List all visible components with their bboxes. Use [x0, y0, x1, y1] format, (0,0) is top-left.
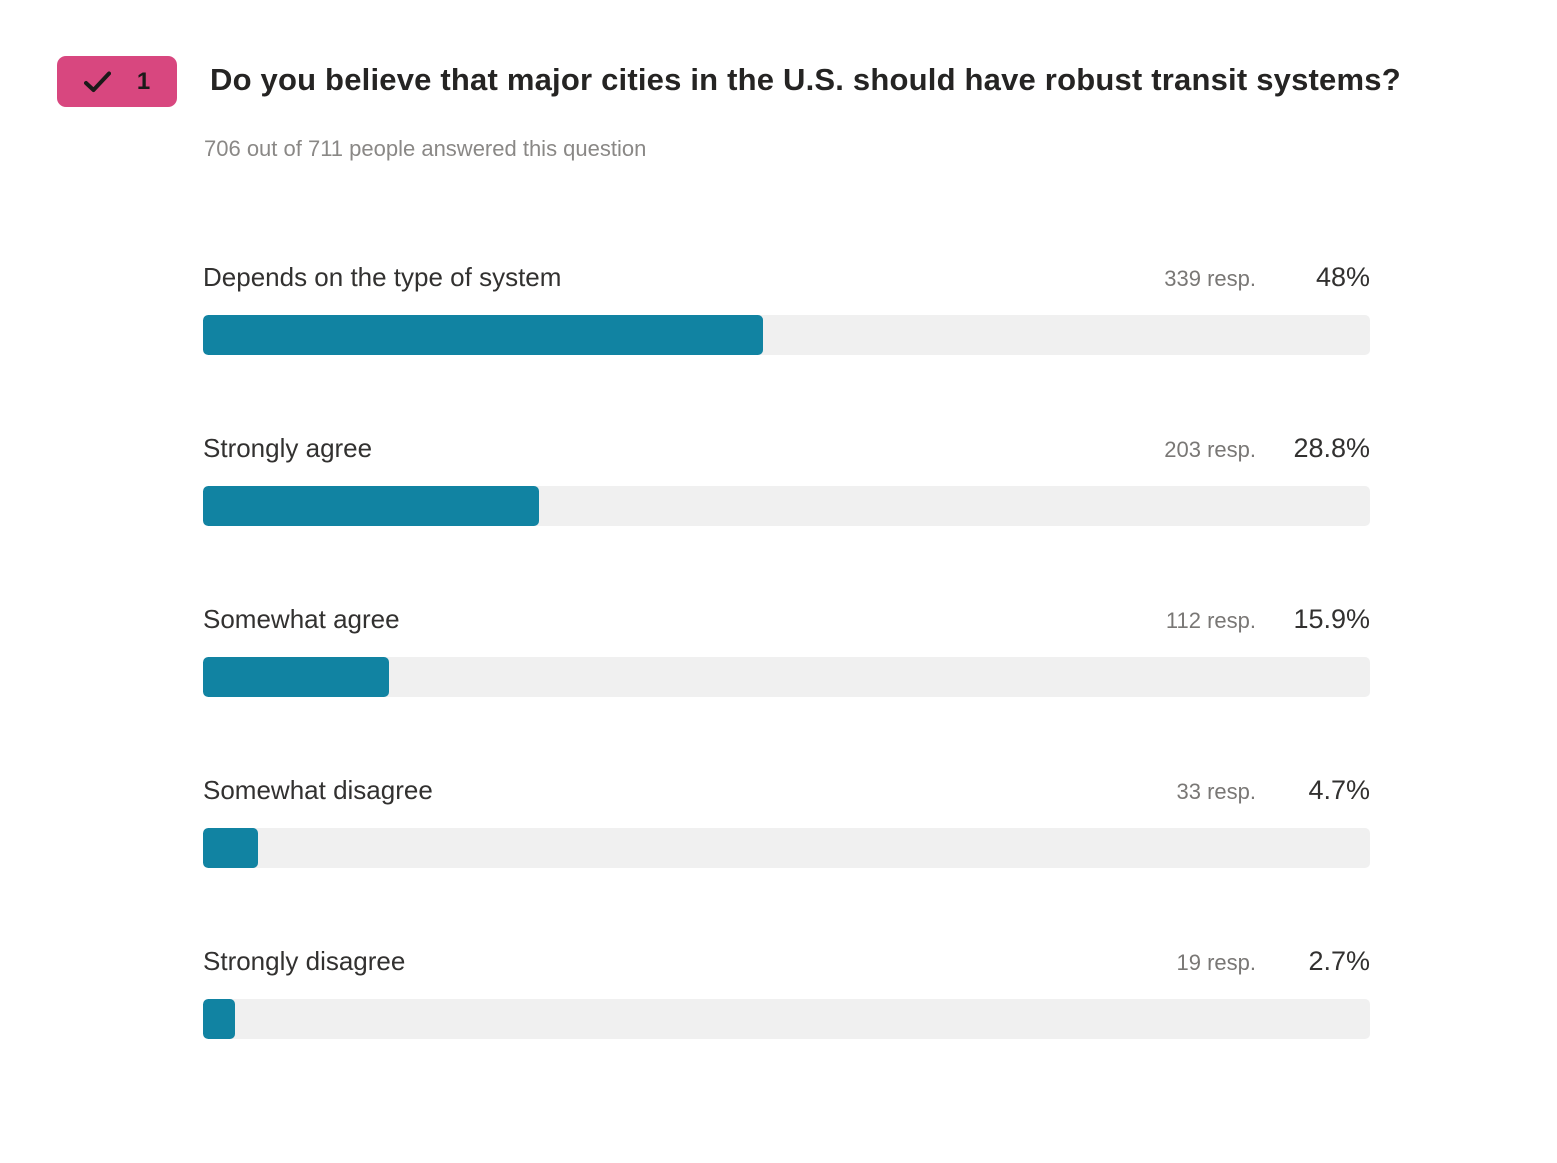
bar-track	[203, 315, 1370, 355]
bar-fill	[203, 828, 258, 868]
question-badge: 1	[57, 56, 177, 107]
check-icon	[83, 71, 111, 93]
bar-track	[203, 657, 1370, 697]
response-percent: 2.7%	[1308, 946, 1370, 976]
response-row: Somewhat disagree 33 resp. 4.7%	[203, 775, 1370, 868]
answered-count-text: 706 out of 711 people answered this ques…	[204, 136, 647, 161]
response-count: 203 resp.	[1164, 437, 1256, 462]
response-percent: 15.9%	[1293, 604, 1370, 634]
response-label: Somewhat agree	[203, 604, 400, 634]
responses-bar-chart: Depends on the type of system 339 resp. …	[203, 262, 1370, 1039]
bar-track	[203, 828, 1370, 868]
response-row: Strongly disagree 19 resp. 2.7%	[203, 946, 1370, 1039]
response-label: Depends on the type of system	[203, 262, 562, 292]
response-row: Depends on the type of system 339 resp. …	[203, 262, 1370, 355]
response-row: Strongly agree 203 resp. 28.8%	[203, 433, 1370, 526]
response-count: 33 resp.	[1176, 779, 1257, 804]
response-percent: 48%	[1315, 262, 1370, 292]
bar-fill	[203, 999, 235, 1039]
bar-fill	[203, 657, 389, 697]
response-row: Somewhat agree 112 resp. 15.9%	[203, 604, 1370, 697]
response-percent: 4.7%	[1308, 775, 1370, 805]
question-title: Do you believe that major cities in the …	[210, 62, 1401, 97]
response-percent: 28.8%	[1293, 433, 1370, 463]
response-count: 19 resp.	[1176, 950, 1257, 975]
bar-track	[203, 999, 1370, 1039]
bar-fill	[203, 486, 540, 526]
question-number: 1	[136, 67, 151, 95]
response-label: Strongly disagree	[203, 946, 406, 976]
bar-track	[203, 486, 1370, 526]
response-count: 112 resp.	[1165, 608, 1256, 633]
response-label: Somewhat disagree	[203, 775, 433, 805]
response-label: Strongly agree	[203, 433, 373, 463]
response-count: 339 resp.	[1164, 266, 1256, 291]
bar-fill	[203, 315, 764, 355]
